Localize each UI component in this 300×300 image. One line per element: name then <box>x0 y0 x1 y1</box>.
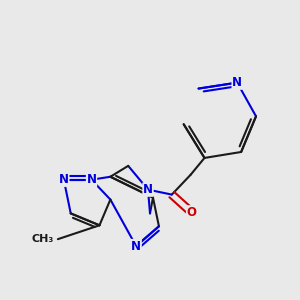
Text: N: N <box>131 240 141 253</box>
Text: N: N <box>59 173 69 186</box>
Text: N: N <box>143 183 153 196</box>
Text: CH₃: CH₃ <box>31 234 53 244</box>
Text: N: N <box>232 76 242 89</box>
Text: N: N <box>86 173 97 186</box>
Text: O: O <box>187 206 196 219</box>
